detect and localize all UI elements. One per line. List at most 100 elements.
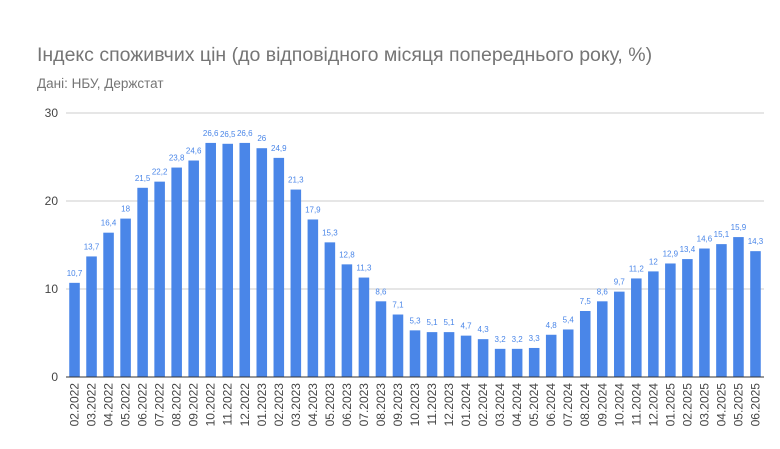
x-tick-label: 11.2023 xyxy=(425,383,439,426)
bar xyxy=(460,335,472,377)
bar xyxy=(528,347,540,377)
bar xyxy=(392,314,404,377)
data-label: 12,8 xyxy=(339,250,355,259)
x-tick-label: 08.2022 xyxy=(170,383,184,427)
x-tick-label: 05.2023 xyxy=(323,383,337,427)
x-tick-label: 03.2024 xyxy=(493,383,507,427)
data-label: 8,6 xyxy=(597,287,609,296)
data-label: 26 xyxy=(257,134,266,143)
data-label: 12 xyxy=(649,257,658,266)
bar xyxy=(120,218,131,377)
x-tick-label: 10.2023 xyxy=(408,383,422,427)
x-tick-label: 07.2022 xyxy=(153,383,167,427)
data-label: 11,3 xyxy=(356,264,372,273)
x-tick-label: 12.2023 xyxy=(442,383,456,427)
bar xyxy=(375,301,387,377)
chart-subtitle: Дані: НБУ, Держстат xyxy=(37,76,164,91)
y-tick-label: 20 xyxy=(45,194,59,208)
bar xyxy=(103,232,114,377)
data-label: 5,1 xyxy=(426,318,438,327)
x-tick-label: 06.2023 xyxy=(340,383,354,427)
bar xyxy=(631,278,642,377)
bar xyxy=(733,237,744,377)
bar xyxy=(665,263,676,377)
y-tick-label: 10 xyxy=(45,282,59,296)
y-tick-label: 0 xyxy=(51,370,58,384)
x-tick-label: 09.2024 xyxy=(595,383,609,427)
data-label: 18 xyxy=(121,205,130,214)
bar xyxy=(750,251,761,377)
data-label: 17,9 xyxy=(305,205,321,214)
bar xyxy=(273,157,285,377)
x-tick-label: 04.2024 xyxy=(510,383,524,427)
data-label: 5,3 xyxy=(409,316,421,325)
data-label: 3,2 xyxy=(512,335,524,344)
data-label: 15,3 xyxy=(322,228,338,237)
x-tick-label: 02.2022 xyxy=(68,383,82,427)
data-label: 21,3 xyxy=(288,176,304,185)
bar xyxy=(86,256,97,377)
bar xyxy=(596,301,608,377)
bar xyxy=(579,311,591,377)
x-tick-label: 01.2024 xyxy=(459,383,473,427)
x-tick-label: 04.2023 xyxy=(306,383,320,427)
bar xyxy=(171,167,182,377)
data-label: 4,3 xyxy=(478,325,490,334)
data-label: 8,6 xyxy=(375,287,387,296)
bar xyxy=(682,259,693,377)
data-label: 26,6 xyxy=(237,129,253,138)
data-label: 24,6 xyxy=(186,147,202,156)
data-label: 13,7 xyxy=(84,242,100,251)
x-tick-label: 06.2022 xyxy=(136,383,150,427)
x-tick-label: 07.2024 xyxy=(561,383,575,427)
bar xyxy=(614,291,625,377)
x-tick-label: 03.2022 xyxy=(85,383,99,427)
x-tick-label: 02.2024 xyxy=(476,383,490,427)
bar xyxy=(648,271,659,377)
bar xyxy=(477,339,489,377)
data-label: 26,5 xyxy=(220,130,236,139)
data-label: 21,5 xyxy=(135,174,151,183)
bar xyxy=(324,242,336,377)
x-tick-label: 12.2022 xyxy=(238,383,252,427)
data-label: 4,8 xyxy=(546,321,558,330)
bar xyxy=(511,348,523,377)
bar xyxy=(256,148,268,377)
bar xyxy=(239,142,251,377)
x-tick-label: 06.2024 xyxy=(544,383,558,427)
x-tick-label: 05.2025 xyxy=(731,383,745,427)
data-label: 13,4 xyxy=(680,245,696,254)
x-tick-label: 05.2024 xyxy=(527,383,541,427)
x-tick-label: 08.2024 xyxy=(578,383,592,427)
data-label: 10,7 xyxy=(67,269,83,278)
bar xyxy=(716,244,727,377)
x-tick-label: 09.2023 xyxy=(391,383,405,427)
data-label: 22,2 xyxy=(152,168,168,177)
chart-title: Індекс споживчих цін (до відповідного мі… xyxy=(37,44,653,66)
x-tick-label: 10.2024 xyxy=(612,383,626,427)
bar xyxy=(290,189,302,377)
bar xyxy=(409,330,421,377)
x-tick-label: 05.2022 xyxy=(119,383,133,427)
bar xyxy=(307,219,319,377)
data-label: 14,3 xyxy=(748,237,764,246)
data-label: 16,4 xyxy=(101,219,117,228)
data-label: 7,5 xyxy=(580,297,592,306)
x-tick-label: 09.2022 xyxy=(187,383,201,427)
y-tick-label: 30 xyxy=(45,106,59,120)
x-tick-label: 11.2022 xyxy=(221,383,235,426)
x-tick-label: 02.2023 xyxy=(272,383,286,427)
bar xyxy=(699,248,710,377)
data-label: 24,9 xyxy=(271,144,287,153)
x-tick-label: 01.2023 xyxy=(255,383,269,427)
bar xyxy=(69,282,80,377)
bar xyxy=(562,329,574,377)
x-tick-label: 06.2025 xyxy=(748,383,762,427)
x-tick-label: 03.2025 xyxy=(697,383,711,427)
data-label: 15,1 xyxy=(714,230,730,239)
data-label: 4,7 xyxy=(461,322,473,331)
data-label: 7,1 xyxy=(392,301,404,310)
data-label: 23,8 xyxy=(169,154,185,163)
